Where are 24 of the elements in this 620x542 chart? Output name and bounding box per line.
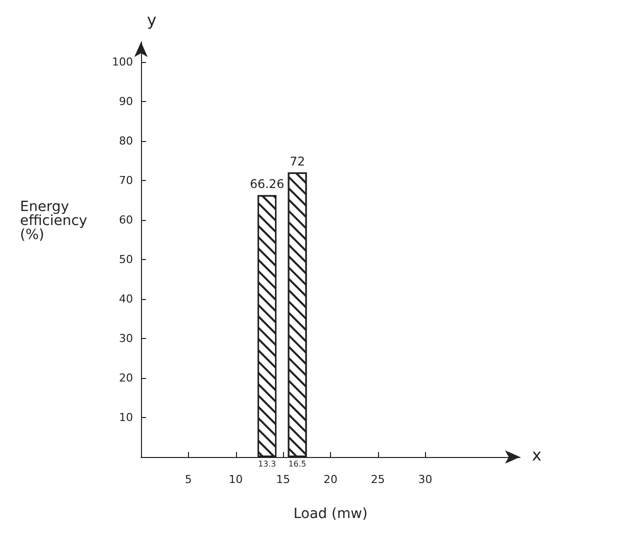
- annotation: 16.5: [288, 460, 306, 468]
- data-label: 66.26: [250, 177, 284, 192]
- x-tick-label: 30: [418, 473, 432, 486]
- y-tick-label: 90: [119, 94, 133, 108]
- y-tick-label: 40: [119, 292, 133, 306]
- x-tick-label: 25: [370, 473, 385, 486]
- y-tick-label: 100: [112, 55, 133, 68]
- x-axis-title: Load (mw): [293, 506, 368, 522]
- y-tick-label: 30: [119, 332, 133, 345]
- y-tick-label: 50: [119, 252, 133, 266]
- x-tick-label: 5: [184, 473, 192, 486]
- y-tick-label: 10: [119, 410, 133, 424]
- text: x: [532, 446, 542, 464]
- y-tick-label: 70: [119, 174, 133, 187]
- x-tick-label: 10: [228, 473, 243, 486]
- y-tick-label: 20: [119, 371, 133, 384]
- annotation: 13.3: [258, 460, 276, 468]
- y-axis-title: Energy efficiency (%): [20, 199, 92, 243]
- y-tick-label: 80: [119, 134, 133, 148]
- data-label: 72: [290, 154, 305, 168]
- text: y: [147, 10, 156, 30]
- y-tick-label: 60: [119, 213, 133, 226]
- x-tick-label: 15: [276, 473, 290, 486]
- x-tick-label: 20: [324, 473, 338, 486]
